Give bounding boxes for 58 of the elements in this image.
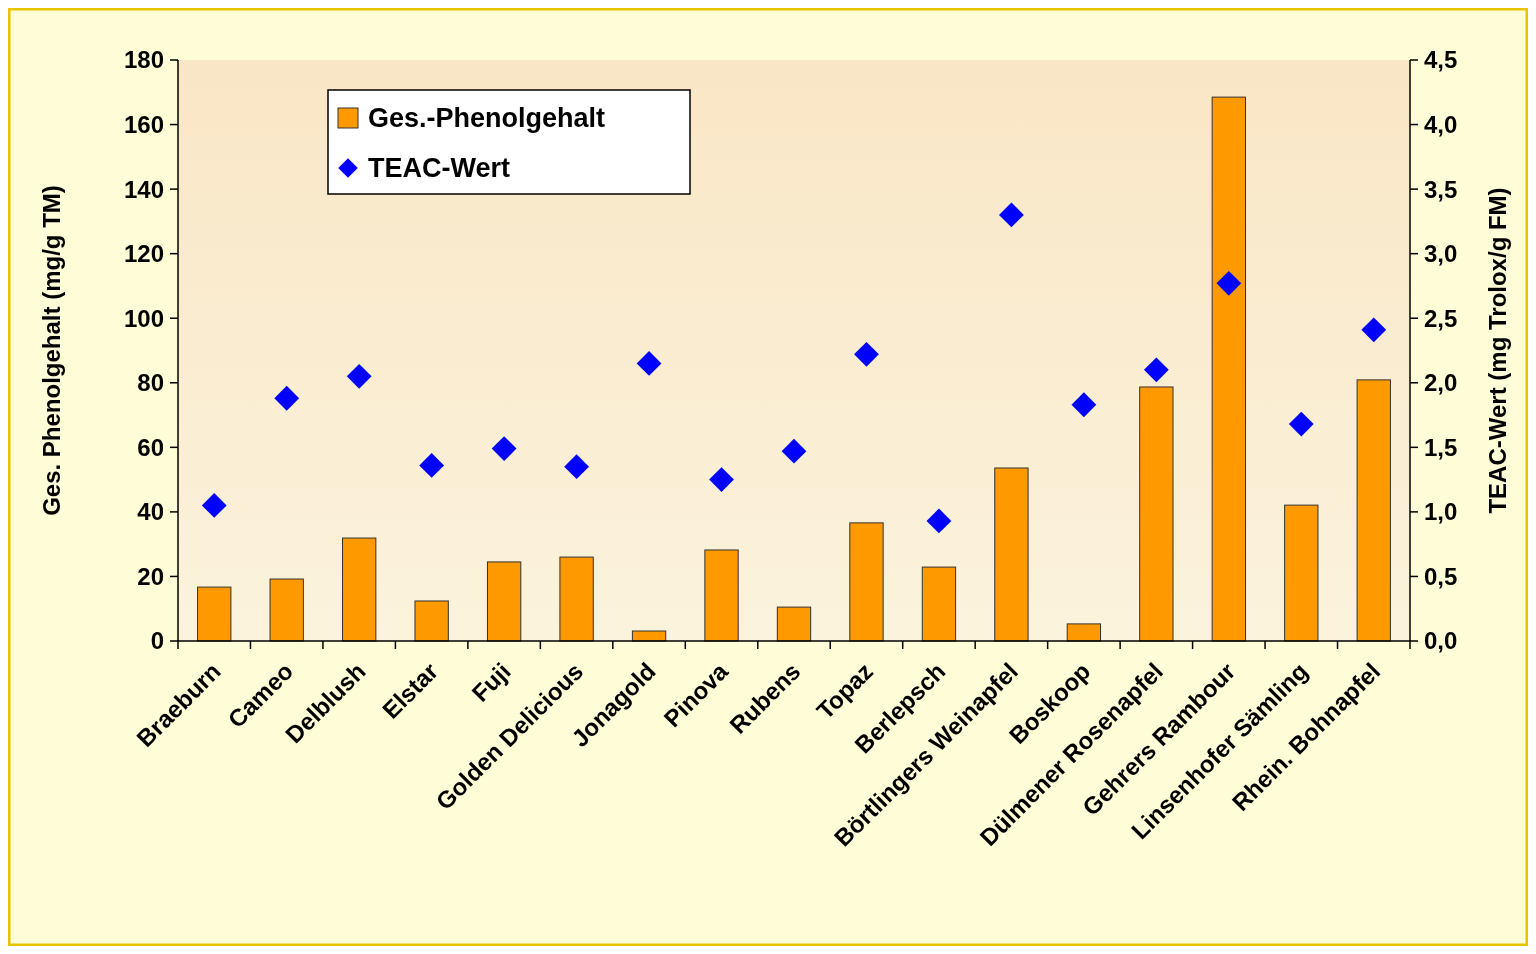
bar [269,578,304,642]
y2-tick-label: 3,5 [1424,175,1458,203]
y-tick-label: 0 [150,627,164,655]
y2-tick-label: 0,5 [1424,562,1458,590]
point [854,341,879,367]
y-tick-label: 60 [137,433,164,461]
bar [994,467,1029,642]
y-tick-label: 80 [137,369,164,397]
bar [631,630,667,642]
y-tick-label: 120 [123,240,164,268]
y-tick-label: 20 [137,562,164,590]
bar [1139,386,1174,642]
point [1361,317,1387,343]
y2-tick-label: 2,5 [1424,304,1458,332]
point [1143,357,1169,383]
bar [1284,504,1319,642]
point [1288,411,1314,437]
y-axis-title: Ges. Phenolgehalt (mg/g TM) [38,185,65,516]
y2-tick-label: 0,0 [1424,627,1458,655]
y2-tick-label: 1,5 [1424,433,1458,461]
point [1216,270,1242,296]
bar [704,549,739,642]
point [999,202,1024,228]
y-tick-label: 180 [123,46,164,74]
y-tick-label: 160 [123,110,164,138]
point [274,385,300,411]
y2-tick-label: 4,0 [1424,110,1458,138]
point [709,467,734,493]
bar [559,556,594,642]
point [564,454,589,480]
bar [776,606,812,642]
point [781,438,807,464]
bar [1066,623,1102,642]
y2-tick-label: 2,0 [1424,369,1458,397]
y-tick-label: 40 [137,498,164,526]
legend-label: TEAC-Wert [368,153,511,184]
y2-tick-label: 3,0 [1424,240,1458,268]
bar [342,537,377,642]
y-tick-label: 140 [123,175,164,203]
point [491,436,517,462]
y2-tick-label: 4,5 [1424,46,1458,74]
bar [1211,96,1246,642]
y-tick-label: 100 [123,304,164,332]
bar [1356,379,1391,642]
point [926,508,952,534]
point [346,363,372,389]
point [201,493,227,518]
bar [921,566,957,642]
bar [414,600,449,642]
bar [849,522,884,642]
bar [486,561,522,642]
y2-axis-title: TEAC-Wert (mg Trolox/g FM) [1484,187,1511,514]
point [636,351,662,376]
legend-label: Ges.-Phenolgehalt [368,103,606,134]
y2-tick-label: 1,0 [1424,498,1458,526]
point [1071,392,1097,418]
bar [197,586,232,642]
point [419,453,445,478]
